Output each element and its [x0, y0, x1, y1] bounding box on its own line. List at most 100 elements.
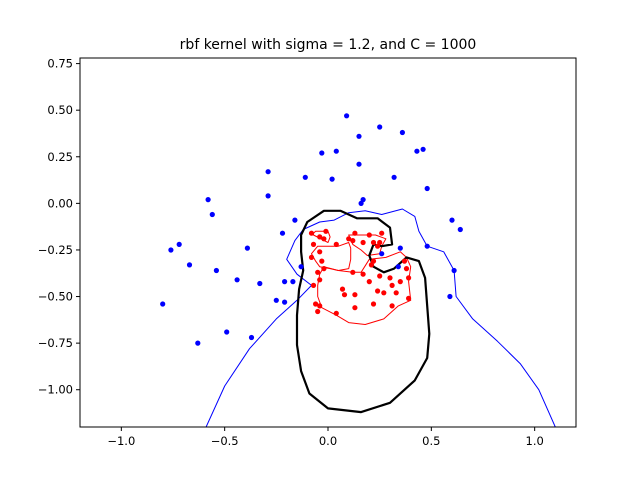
data-point-s1-25 [360, 271, 366, 277]
data-point-s0-24 [176, 241, 182, 247]
data-point-s0-30 [298, 264, 304, 270]
data-point-s0-21 [457, 226, 463, 233]
data-point-s0-13 [424, 185, 430, 192]
y-tick-label: −0.25 [38, 243, 73, 257]
points-layer [160, 113, 463, 346]
data-point-s0-7 [420, 146, 426, 152]
x-tick-label: 1.0 [526, 434, 544, 448]
data-point-s1-45 [352, 305, 358, 311]
y-tick-label: 0.75 [47, 57, 73, 71]
data-point-s0-36 [290, 279, 296, 285]
data-point-s0-16 [265, 193, 271, 199]
data-point-s1-44 [389, 303, 395, 309]
data-point-s1-35 [375, 288, 381, 294]
data-point-s1-43 [370, 301, 377, 307]
data-point-s1-34 [339, 286, 346, 292]
data-point-s0-29 [186, 262, 193, 268]
y-tick-label: −0.50 [38, 290, 73, 304]
data-point-s0-28 [379, 251, 385, 257]
data-point-s1-28 [406, 275, 412, 281]
data-point-s0-17 [205, 197, 211, 203]
data-point-s0-26 [397, 245, 403, 251]
y-axis: 0.75 0.50 0.25 0.00 −0.25 −0.50 −0.75 −1.00 [38, 57, 80, 397]
data-point-s1-36 [381, 290, 387, 296]
data-point-s1-29 [317, 277, 323, 283]
data-point-s0-5 [319, 150, 325, 156]
data-point-s0-12 [329, 176, 335, 182]
data-point-s1-13 [333, 241, 339, 247]
data-point-s1-22 [403, 266, 410, 272]
y-tick-label: 0.50 [47, 103, 73, 117]
data-point-s0-4 [333, 148, 339, 154]
data-point-s0-27 [424, 243, 430, 249]
data-point-s1-6 [321, 236, 327, 242]
data-point-s1-42 [317, 303, 323, 309]
y-tick-label: −1.00 [38, 383, 73, 397]
contour-line-2-0 [295, 209, 431, 414]
data-point-s0-33 [451, 267, 457, 274]
data-point-s1-12 [310, 241, 317, 247]
data-point-s1-19 [401, 258, 408, 264]
data-point-s0-15 [358, 200, 364, 206]
data-point-s1-8 [350, 238, 356, 244]
data-point-s1-38 [352, 292, 358, 298]
data-point-s0-34 [234, 277, 240, 283]
data-point-s1-18 [370, 258, 377, 264]
data-point-s1-5 [317, 234, 323, 240]
data-point-s1-32 [389, 282, 395, 288]
data-point-s0-18 [209, 211, 215, 218]
data-point-s0-39 [282, 299, 288, 305]
y-tick-label: −0.75 [38, 336, 73, 350]
data-point-s0-43 [248, 334, 255, 341]
data-point-s1-23 [315, 269, 321, 275]
data-point-s0-31 [213, 267, 219, 274]
data-point-s1-20 [368, 262, 374, 268]
contours-layer [205, 208, 556, 427]
data-point-s1-21 [321, 266, 327, 272]
data-point-s0-1 [377, 124, 383, 130]
data-point-s1-10 [370, 239, 377, 246]
data-point-s1-27 [387, 275, 393, 281]
data-point-s1-16 [308, 254, 315, 260]
data-point-s1-7 [346, 236, 352, 242]
contour-line-0-0 [205, 208, 556, 427]
data-point-s1-40 [406, 295, 412, 301]
data-point-s1-46 [315, 308, 321, 315]
contour-line-1-0 [313, 230, 331, 243]
data-point-s1-3 [366, 232, 372, 238]
data-point-s0-19 [292, 217, 298, 223]
x-tick-label: −1.0 [107, 434, 135, 448]
data-point-s0-0 [344, 113, 350, 119]
data-point-s0-3 [356, 133, 362, 139]
x-axis: −1.0 −0.5 0.0 0.5 1.0 [107, 427, 544, 448]
data-point-s1-30 [366, 279, 372, 285]
data-point-s0-37 [257, 280, 263, 287]
data-point-s0-11 [391, 174, 397, 180]
data-point-s1-2 [352, 230, 358, 236]
x-tick-label: 0.5 [422, 434, 440, 448]
data-point-s0-41 [447, 293, 453, 300]
data-point-s0-9 [265, 169, 271, 175]
data-point-s0-44 [195, 340, 201, 346]
data-point-s1-17 [319, 258, 325, 264]
data-point-s1-9 [360, 239, 366, 246]
x-tick-label: −0.5 [211, 434, 239, 448]
data-point-s1-33 [310, 282, 317, 288]
contour-line-1-2 [311, 242, 352, 271]
data-point-s0-38 [273, 297, 279, 303]
y-tick-label: 0.25 [47, 150, 73, 164]
data-point-s0-35 [282, 279, 288, 285]
data-point-s0-10 [302, 174, 308, 180]
data-point-s1-14 [375, 243, 381, 249]
data-point-s1-15 [317, 249, 323, 255]
y-tick-label: 0.00 [47, 196, 73, 210]
data-point-s0-32 [395, 264, 401, 270]
data-point-s0-20 [449, 217, 455, 223]
data-point-s0-42 [224, 329, 230, 335]
data-point-s0-8 [356, 161, 362, 167]
data-point-s0-40 [160, 301, 166, 307]
data-point-s1-37 [393, 290, 399, 296]
data-point-s1-24 [350, 269, 356, 275]
data-point-s1-31 [397, 279, 403, 285]
